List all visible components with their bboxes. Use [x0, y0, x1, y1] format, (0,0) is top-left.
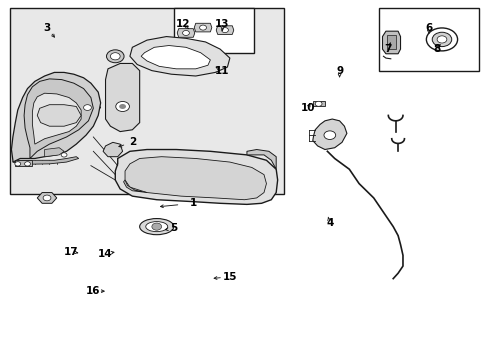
Polygon shape	[246, 149, 276, 169]
Text: 1: 1	[189, 198, 197, 208]
Text: 11: 11	[215, 66, 229, 76]
Circle shape	[110, 53, 120, 60]
Text: 7: 7	[384, 44, 391, 54]
Circle shape	[43, 195, 51, 201]
Circle shape	[152, 223, 161, 230]
Text: 16: 16	[86, 286, 101, 296]
Circle shape	[116, 102, 129, 112]
Text: 5: 5	[170, 224, 177, 233]
Polygon shape	[44, 148, 64, 157]
Circle shape	[431, 32, 451, 46]
Polygon shape	[105, 63, 140, 132]
Text: 9: 9	[335, 66, 343, 76]
Bar	[312, 101, 325, 107]
Circle shape	[315, 101, 322, 106]
Text: 13: 13	[215, 19, 229, 29]
Ellipse shape	[145, 222, 167, 231]
Polygon shape	[125, 157, 266, 200]
Circle shape	[324, 131, 335, 139]
Circle shape	[15, 162, 20, 166]
Bar	[386, 35, 395, 49]
Circle shape	[426, 28, 457, 51]
Polygon shape	[103, 142, 122, 157]
Circle shape	[221, 28, 228, 33]
Text: 3: 3	[43, 23, 51, 33]
Polygon shape	[123, 180, 147, 193]
Polygon shape	[76, 99, 101, 115]
Circle shape	[61, 153, 67, 157]
Circle shape	[436, 36, 446, 43]
Text: 8: 8	[432, 44, 440, 54]
Text: 17: 17	[64, 247, 79, 257]
Ellipse shape	[140, 219, 173, 235]
Circle shape	[83, 105, 91, 111]
Polygon shape	[382, 31, 400, 54]
Polygon shape	[216, 26, 233, 35]
Text: 14: 14	[98, 248, 113, 258]
Polygon shape	[24, 79, 93, 158]
Circle shape	[199, 25, 206, 30]
Polygon shape	[130, 37, 229, 76]
Text: 2: 2	[128, 138, 136, 147]
Polygon shape	[13, 157, 79, 164]
Polygon shape	[11, 72, 101, 162]
Polygon shape	[312, 119, 346, 149]
Bar	[378, 8, 478, 71]
Polygon shape	[15, 160, 32, 166]
Circle shape	[24, 162, 30, 166]
Circle shape	[182, 31, 189, 36]
Bar	[173, 8, 254, 53]
Polygon shape	[177, 29, 194, 37]
Polygon shape	[37, 193, 57, 203]
Text: 6: 6	[425, 23, 431, 33]
Polygon shape	[37, 105, 81, 126]
Circle shape	[119, 104, 126, 109]
Polygon shape	[194, 23, 211, 32]
Text: 4: 4	[325, 218, 333, 228]
Text: 15: 15	[222, 272, 237, 282]
Bar	[10, 8, 283, 194]
Polygon shape	[32, 93, 81, 144]
Text: 12: 12	[176, 19, 190, 29]
Text: 10: 10	[300, 103, 314, 113]
Circle shape	[106, 50, 124, 63]
Polygon shape	[115, 149, 277, 204]
Polygon shape	[141, 45, 210, 69]
